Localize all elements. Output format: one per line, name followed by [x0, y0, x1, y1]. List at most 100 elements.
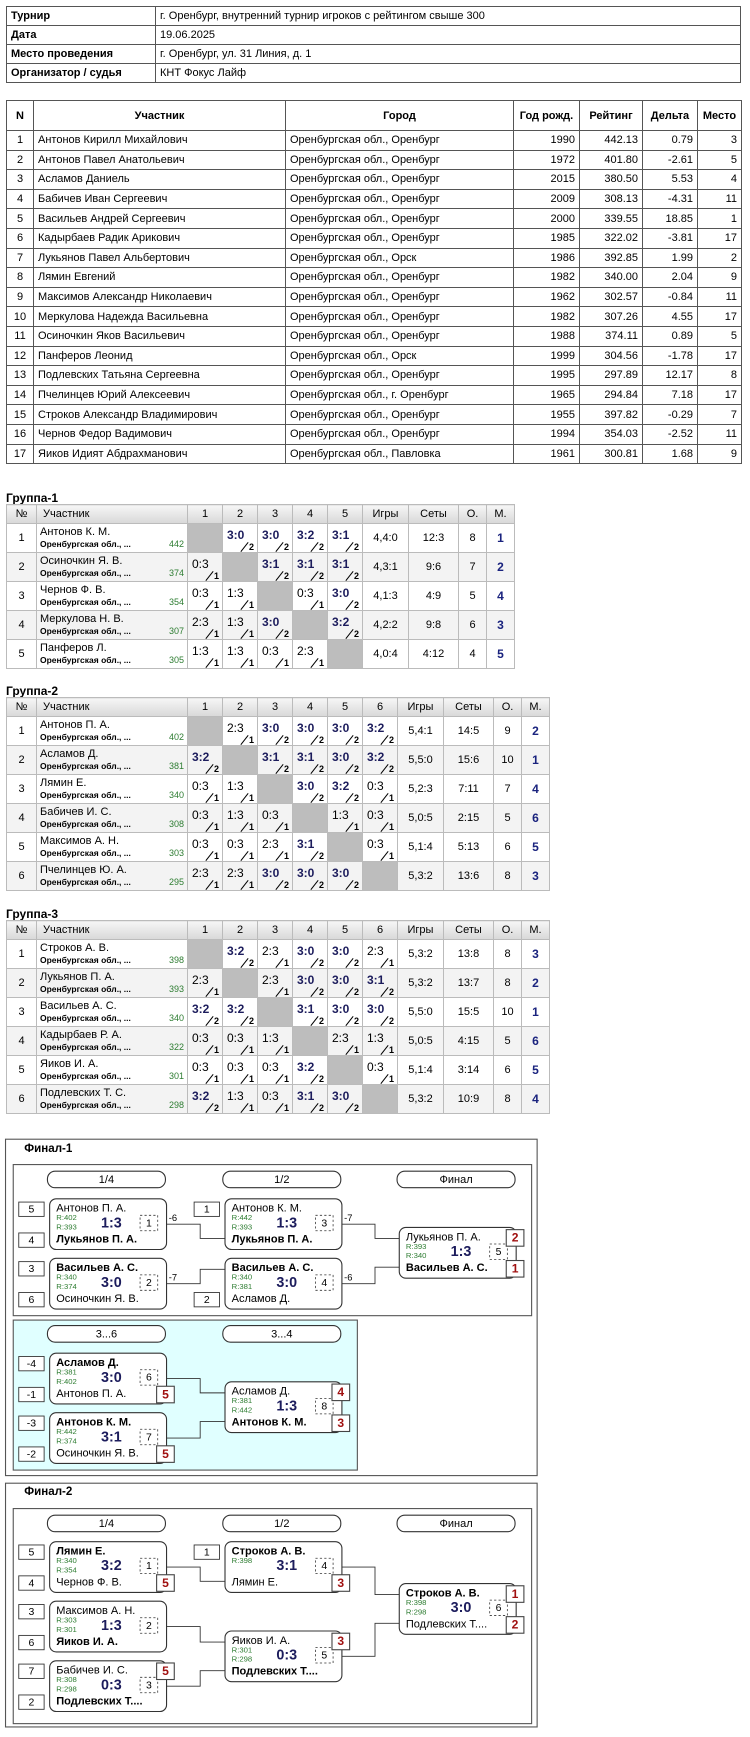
seed: 4: [29, 1235, 35, 1246]
player-rating: R:374: [56, 1436, 77, 1445]
column-header: 6: [362, 920, 398, 940]
participant-row: 1 Антонов Кирилл Михайлович Оренбургская о…: [6, 130, 742, 151]
seed: -4: [27, 1359, 36, 1370]
result-points: 2: [318, 958, 324, 968]
player-rating: R:393: [232, 1222, 253, 1231]
column-header: N: [6, 100, 34, 131]
match-score: 3:2: [101, 1558, 122, 1574]
participant-cell: Асламов Д. Оренбургская обл., ... 381: [36, 745, 188, 775]
result-cell: 3:0 2: [327, 968, 363, 998]
participant-row: 15 Строков Александр Владимирович Оренбург…: [6, 404, 742, 425]
participant-cell: Строков Александр Владимирович: [33, 404, 286, 425]
column-header: 6: [362, 697, 398, 717]
result-cell: 3:0 2: [222, 523, 258, 553]
result-cell: 3:2 2: [362, 716, 398, 746]
group-row: 2 Лукьянов П. А. Оренбургская обл., ... 393…: [6, 968, 550, 998]
result-points: 1: [283, 1045, 289, 1055]
column-header: 1: [187, 697, 223, 717]
result-points: 2: [283, 571, 289, 581]
result-points: 2: [318, 735, 324, 745]
result-cell: 3:0 2: [257, 716, 293, 746]
player-name: Подлевских Т....: [406, 1618, 487, 1630]
match-box: [398, 1226, 517, 1279]
participant-cell: Оренбургская обл., Оренбург: [285, 325, 514, 347]
participant-cell: 380.50: [579, 169, 643, 190]
participant-region: Оренбургская обл., ...: [40, 568, 131, 578]
participant-cell: 2.04: [642, 267, 698, 288]
info-label: Дата: [6, 25, 156, 45]
place-box: [156, 1445, 175, 1463]
result-points: 2: [318, 764, 324, 774]
match-number: 8: [321, 1401, 327, 1412]
participant-region: Оренбургская обл., ...: [40, 1071, 131, 1081]
player-rating: R:442: [56, 1427, 77, 1436]
participant-info: Оренбургская обл., ... 298: [40, 1100, 184, 1111]
player-rating: R:442: [232, 1213, 253, 1222]
participant-cell: Оренбургская обл., г. Оренбург: [285, 384, 514, 406]
player-rating: R:303: [56, 1616, 77, 1625]
seed: -3: [27, 1419, 36, 1430]
info-row: Место проведения г. Оренбург, ул. 31 Лини…: [6, 44, 741, 64]
result-score: 0:3: [192, 779, 209, 793]
column-header: Год рожд.: [513, 100, 580, 131]
games: 5,3:2: [397, 939, 444, 969]
result-score: 3:1: [332, 528, 350, 542]
seed-box: [18, 1261, 45, 1277]
info-table: Турнир г. Оренбург, внутренний турнир игр…: [6, 6, 741, 83]
result-points: 1: [213, 600, 219, 610]
result-points: 1: [283, 851, 289, 861]
group-row: 4 Бабичев И. С. Оренбургская обл., ... 308 0…: [6, 803, 550, 833]
participant-row: 11 Осиночкин Яков Васильевич Оренбургская …: [6, 325, 742, 347]
header-row: № Участник 1 2 3 4 5 6 Игры Сеты О. М.: [6, 920, 550, 940]
result-cell: 2:3 1: [222, 716, 258, 746]
result-score: 0:3: [262, 1089, 279, 1103]
participant-cell: 17: [697, 384, 742, 406]
participant-cell: 1: [697, 208, 742, 229]
points: 4: [458, 639, 487, 669]
round-label: 1/4: [99, 1174, 114, 1186]
connector: [166, 1421, 226, 1439]
participant-cell: 1972: [513, 149, 580, 171]
seed-box: [193, 1292, 220, 1308]
loser-next: -6: [344, 1273, 352, 1283]
match-box: [224, 1381, 343, 1434]
points: 6: [458, 610, 487, 640]
participant-rating: 305: [168, 655, 184, 665]
place-box: [505, 1229, 525, 1247]
match-box: [224, 1257, 343, 1310]
player-name: Антонов П. А.: [56, 1203, 126, 1215]
participant-cell: Антонов К. М. Оренбургская обл., ... 442: [36, 523, 188, 553]
final-title: Финал-1: [24, 1143, 73, 1155]
place: 3: [337, 1416, 344, 1430]
place: 5: [162, 1576, 169, 1590]
result-cell: 2:3 1: [257, 832, 293, 862]
result-cell: 3:0 2: [292, 939, 328, 969]
result-score: 1:3: [367, 1031, 384, 1045]
match-score: 1:3: [101, 1215, 122, 1231]
result-score: 0:3: [192, 837, 209, 851]
result-points: 1: [283, 987, 289, 997]
result-cell: 1:3 1: [222, 803, 258, 833]
participant-cell: 340.00: [579, 267, 643, 288]
match-number-box: [139, 1676, 159, 1694]
seed: 6: [29, 1295, 35, 1306]
result-cell: 2:3 1: [187, 610, 223, 640]
player-name: Осиночкин Я. В.: [56, 1293, 139, 1305]
match-box: [49, 1412, 168, 1465]
column-header: О.: [458, 504, 487, 524]
match-number: 6: [496, 1603, 502, 1614]
participant-info: Оренбургская обл., ... 295: [40, 877, 184, 888]
loser-next: -7: [169, 1273, 177, 1283]
result-points: 1: [213, 629, 219, 639]
result-cell: 3:0 2: [327, 861, 363, 891]
participant-rating: 398: [168, 955, 184, 965]
result-score: 3:2: [297, 1060, 315, 1074]
result-points: 1: [248, 600, 254, 610]
player-rating: R:308: [56, 1675, 77, 1684]
match-number-box: [139, 1369, 159, 1386]
participant-region: Оренбургская обл., ...: [40, 955, 131, 965]
match-number: 2: [146, 1621, 152, 1632]
participant-rating: 354: [168, 597, 184, 607]
match-box: [49, 1541, 168, 1593]
match-score: 1:3: [276, 1215, 297, 1231]
